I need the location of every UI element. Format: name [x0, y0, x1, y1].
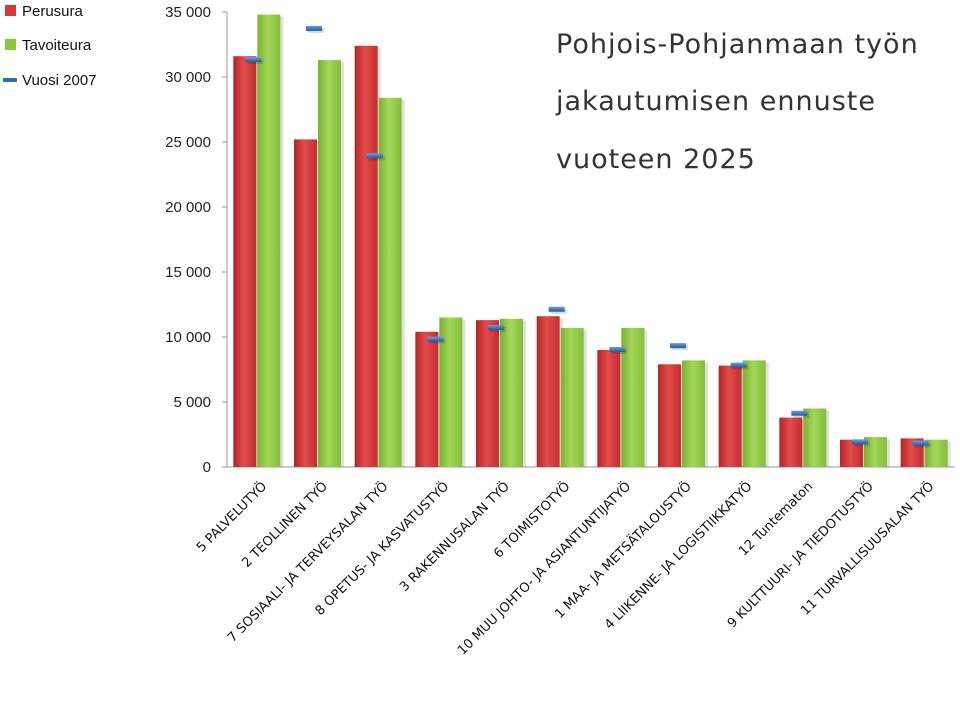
bar-tavoiteura: [318, 60, 341, 467]
bar-perusura: [233, 56, 257, 467]
legend-label-perusura: Perusura: [22, 3, 84, 20]
y-tick-labels: 0 5 000 10 000 15 000 20 000 25 000 30 000 35 0…: [165, 4, 227, 476]
legend-label-vuosi-2007: Vuosi 2007: [22, 72, 97, 89]
bar-perusura: [536, 316, 560, 467]
bar-tavoiteura: [257, 14, 281, 467]
y-tick-label: 0: [203, 459, 211, 476]
marker-vuosi-2007: [366, 153, 383, 159]
legend-swatch-tavoiteura: [5, 39, 16, 50]
marker-vuosi-2007: [306, 25, 322, 31]
marker-vuosi-2007: [852, 439, 868, 445]
bars: [233, 14, 951, 468]
legend-swatch-vuosi-2007: [3, 78, 17, 82]
marker-vuosi-2007: [912, 440, 929, 446]
bar-tavoiteura: [560, 327, 584, 467]
y-tick-label: 20 000: [165, 199, 211, 216]
marker-vuosi-2007: [730, 362, 747, 368]
bar-perusura: [294, 139, 317, 467]
bar-tavoiteura: [621, 327, 645, 467]
marker-vuosi-2007: [245, 57, 262, 63]
marker-vuosi-2007: [791, 410, 808, 416]
bar-perusura: [354, 45, 378, 468]
bar-perusura: [718, 365, 742, 467]
marker-vuosi-2007: [427, 336, 444, 342]
bar-tavoiteura: [682, 360, 705, 467]
marker-vuosi-2007: [670, 343, 686, 349]
bar-perusura: [779, 417, 803, 467]
bar-perusura: [415, 331, 439, 467]
bar-perusura: [597, 350, 621, 467]
bar-tavoiteura: [439, 317, 463, 467]
legend-label-tavoiteura: Tavoiteura: [22, 37, 92, 54]
y-tick-label: 35 000: [165, 4, 211, 21]
title-line-2: jakautumisen ennuste: [555, 86, 876, 117]
bar-tavoiteura: [378, 97, 402, 468]
legend-swatch-perusura: [5, 5, 16, 16]
marker-vuosi-2007: [548, 306, 565, 312]
marker-vuosi-2007: [609, 347, 626, 352]
markers: [245, 25, 931, 448]
bar-tavoiteura: [742, 360, 766, 467]
y-tick-label: 25 000: [165, 134, 211, 151]
marker-vuosi-2007: [488, 324, 504, 330]
title-line-1: Pohjois-Pohjanmaan työn: [556, 29, 919, 60]
bar-tavoiteura: [864, 437, 887, 467]
bar-tavoiteura: [500, 318, 523, 467]
bar-tavoiteura: [803, 408, 827, 467]
y-tick-label: 15 000: [165, 264, 211, 281]
y-tick-label: 5 000: [173, 394, 211, 411]
y-tick-label: 30 000: [165, 69, 211, 86]
y-tick-label: 10 000: [165, 329, 211, 346]
legend: Perusura Tavoiteura Vuosi 2007: [3, 3, 97, 89]
bar-perusura: [476, 320, 499, 467]
chart-title: Pohjois-Pohjanmaan työn jakautumisen enn…: [555, 29, 919, 175]
title-line-3: vuoteen 2025: [556, 144, 756, 175]
bar-perusura: [840, 439, 863, 467]
bar-tavoiteura: [924, 439, 948, 467]
category-label: 3 RAKENNUSALAN TYÖ: [396, 478, 513, 595]
bar-perusura: [658, 364, 681, 467]
